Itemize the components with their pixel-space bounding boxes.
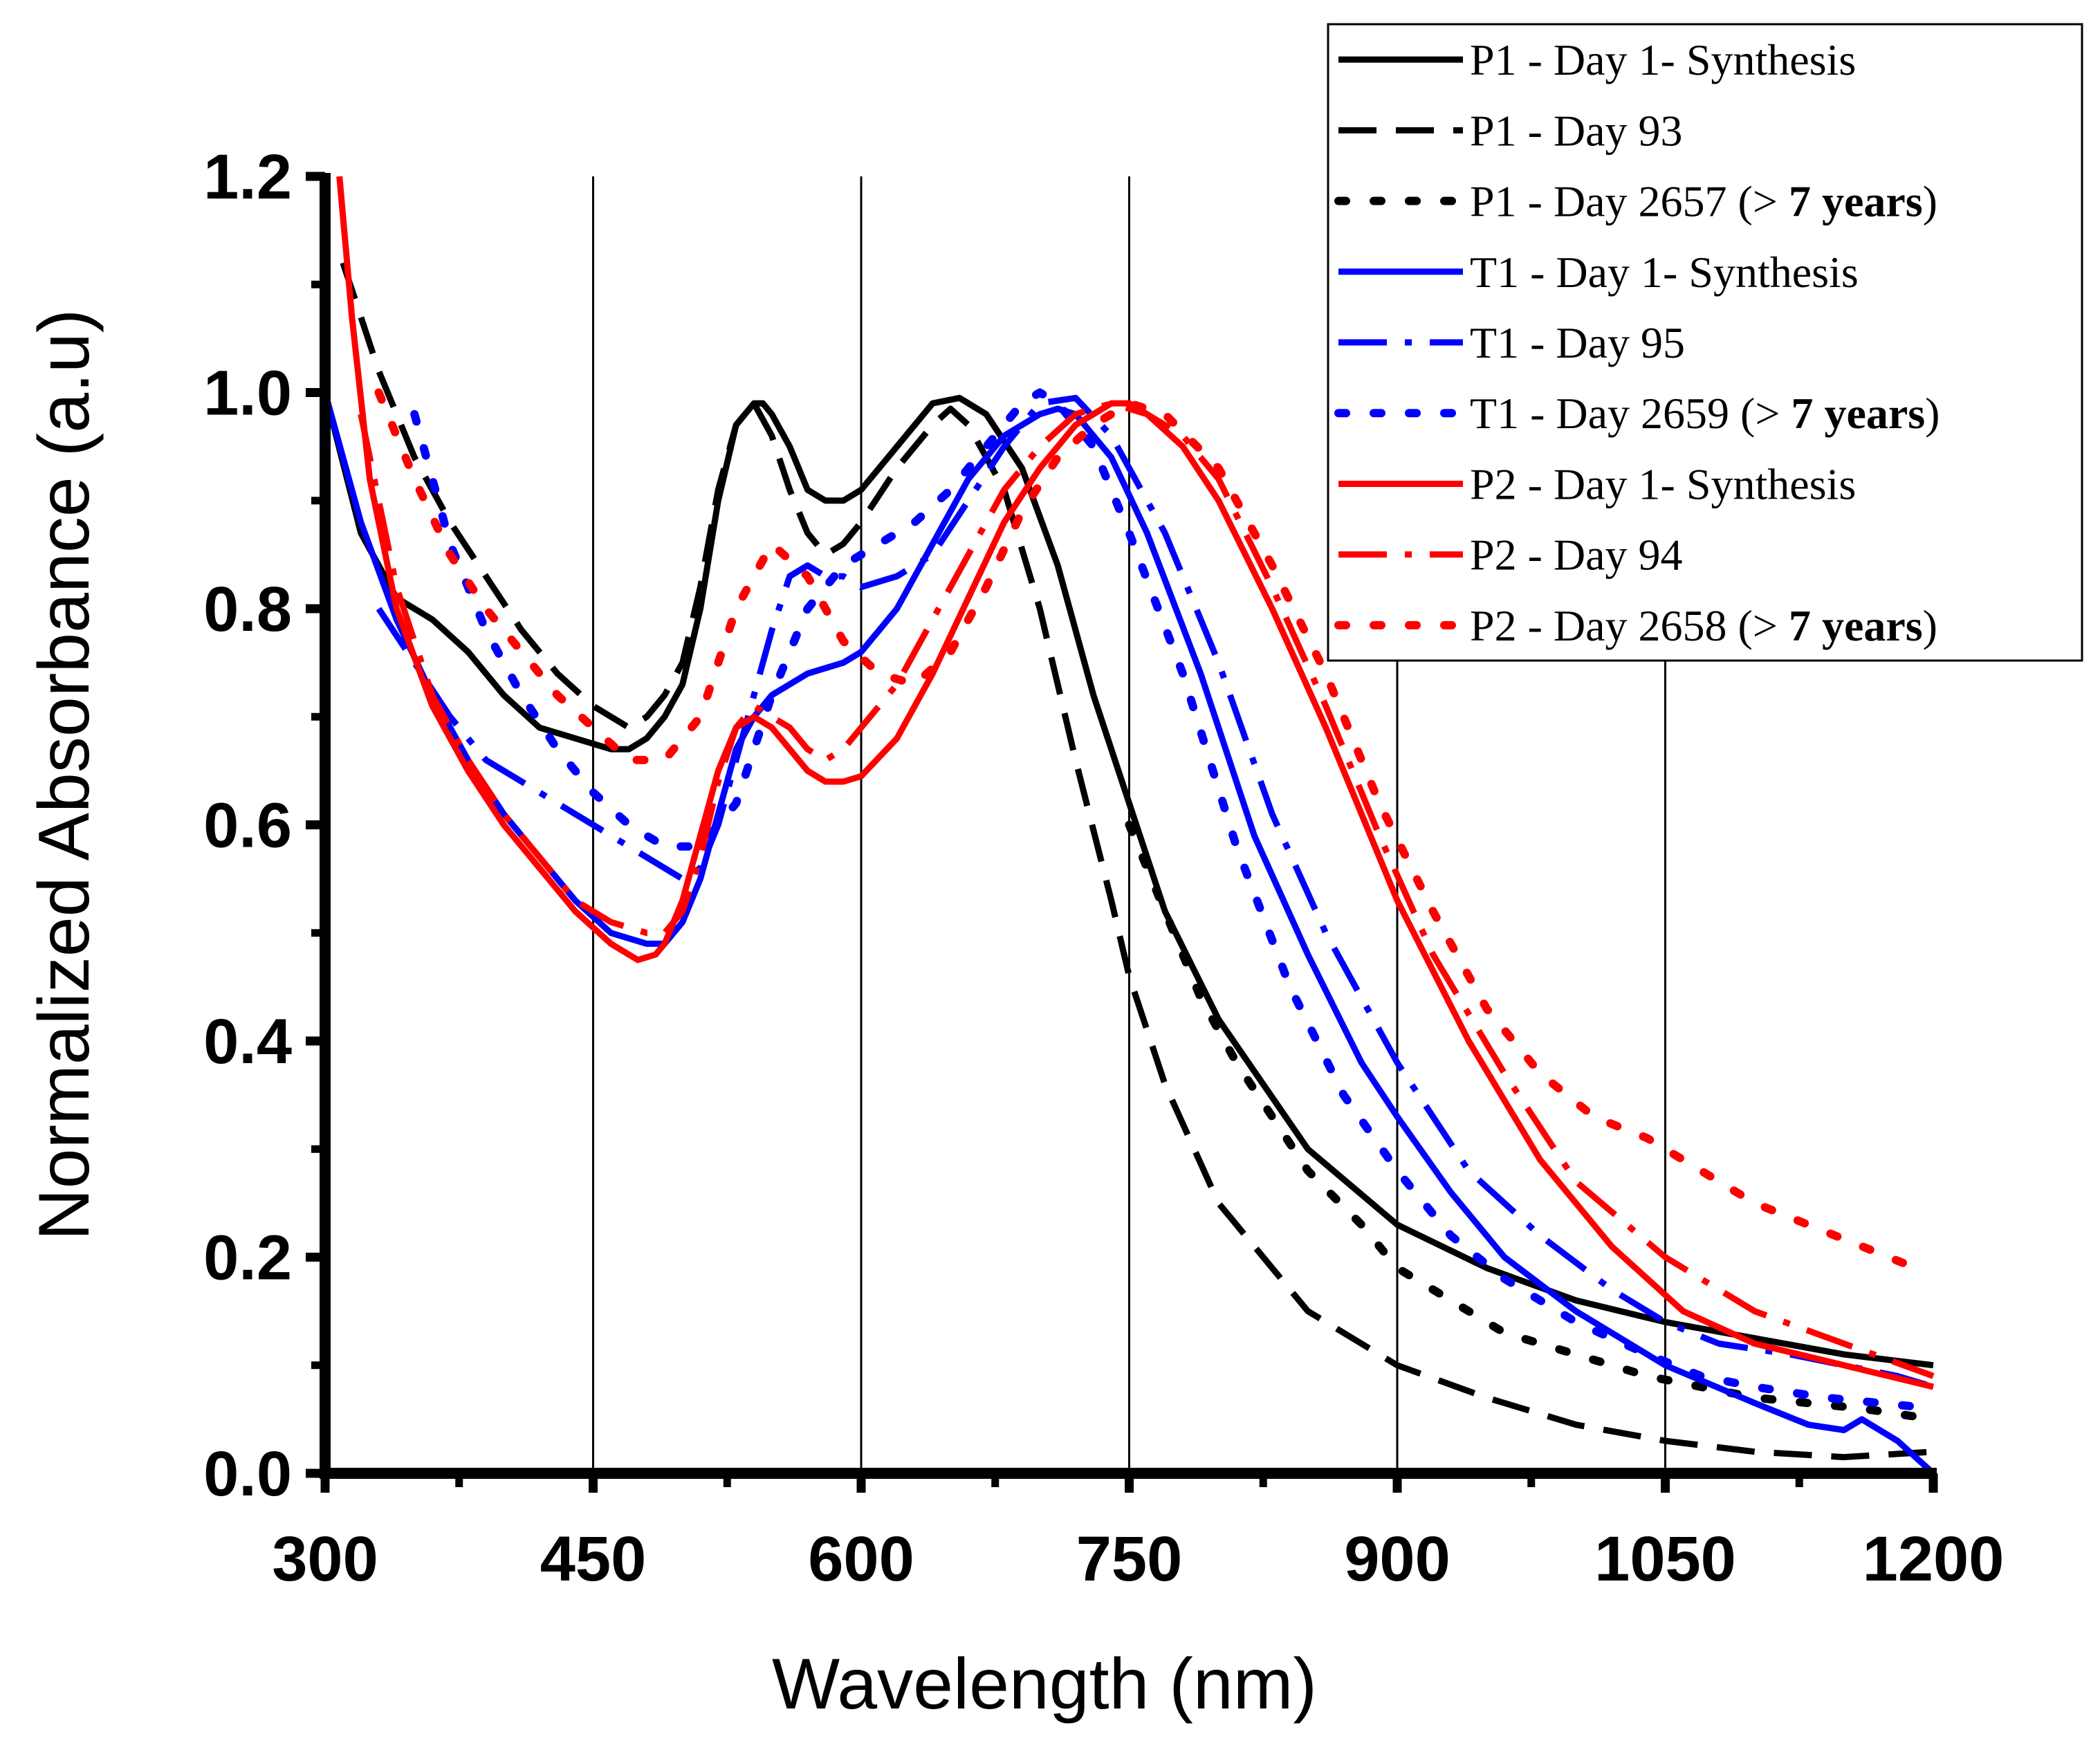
series-line-8 xyxy=(358,400,1935,1379)
series-line-2 xyxy=(340,261,1934,1461)
y-tick-label: 0.4 xyxy=(203,1006,292,1077)
legend-label: T1 - Day 95 xyxy=(1470,318,1685,367)
legend-label-main: T1 - Day 1- Synthesis xyxy=(1470,248,1859,297)
legend-label: P1 - Day 2657 (> 7 years) xyxy=(1470,177,1937,226)
y-tick-label: 0.8 xyxy=(203,574,292,645)
legend-label-bold: 7 years xyxy=(1789,601,1923,650)
y-tick-label: 0.0 xyxy=(203,1439,292,1509)
legend-label-main: P1 - Day 1- Synthesis xyxy=(1470,35,1856,84)
legend-label-main: T1 - Day 95 xyxy=(1470,318,1685,367)
x-tick-label: 1200 xyxy=(1863,1524,2005,1594)
series-line-1 xyxy=(322,392,1934,1369)
legend-label: P2 - Day 94 xyxy=(1470,531,1683,580)
y-tick-label: 0.6 xyxy=(203,791,292,861)
legend: P1 - Day 1- Synthesis P1 - Day 93 P1 - Day… xyxy=(1327,23,2083,662)
legend-label-main: T1 - Day 2659 (> xyxy=(1470,389,1791,438)
legend-label-close: ) xyxy=(1925,389,1940,438)
legend-label: T1 - Day 1- Synthesis xyxy=(1470,248,1859,297)
x-tick-label: 300 xyxy=(272,1524,378,1594)
y-tick-label: 1.2 xyxy=(203,142,292,212)
legend-label-main: P1 - Day 93 xyxy=(1470,106,1683,155)
legend-label-main: P2 - Day 1- Synthesis xyxy=(1470,459,1856,508)
series-line-6 xyxy=(410,388,1937,1413)
series-line-4 xyxy=(322,392,1936,1476)
legend-label-bold: 7 years xyxy=(1789,177,1923,226)
legend-label-main: P2 - Day 94 xyxy=(1470,531,1683,580)
y-tick-label: 0.2 xyxy=(203,1223,292,1293)
y-tick-label: 1.0 xyxy=(203,358,292,429)
legend-label-bold: 7 years xyxy=(1791,389,1925,438)
x-axis-title: Wavelength (nm) xyxy=(772,1644,1317,1724)
x-tick-label: 600 xyxy=(808,1524,914,1594)
x-tick-label: 900 xyxy=(1344,1524,1450,1594)
x-tick-label: 750 xyxy=(1076,1524,1183,1594)
series-layer xyxy=(322,176,1937,1476)
series-line-5 xyxy=(376,394,1935,1390)
y-axis-title: Normalized Absorbance (a.u) xyxy=(24,309,104,1241)
tick-labels: 300 450 600 750 900 1050 1200 0.0 0.2 0.4 0.6 0.8 1.… xyxy=(203,142,2004,1594)
legend-label: P2 - Day 1- Synthesis xyxy=(1470,459,1856,508)
legend-label: T1 - Day 2659 (> 7 years) xyxy=(1470,389,1940,438)
legend-label-main: P1 - Day 2657 (> xyxy=(1470,177,1789,226)
series-line-3 xyxy=(1125,820,1937,1424)
series-line-7 xyxy=(336,176,1935,1390)
legend-label-main: P2 - Day 2658 (> xyxy=(1470,601,1789,650)
legend-label-close: ) xyxy=(1923,177,1937,226)
legend-label: P1 - Day 1- Synthesis xyxy=(1470,35,1856,84)
x-tick-label: 1050 xyxy=(1594,1524,1736,1594)
legend-label-close: ) xyxy=(1923,601,1937,650)
ticks xyxy=(306,172,1938,1493)
legend-label: P2 - Day 2658 (> 7 years) xyxy=(1470,601,1937,650)
legend-label: P1 - Day 93 xyxy=(1470,106,1683,155)
x-tick-label: 450 xyxy=(540,1524,647,1594)
